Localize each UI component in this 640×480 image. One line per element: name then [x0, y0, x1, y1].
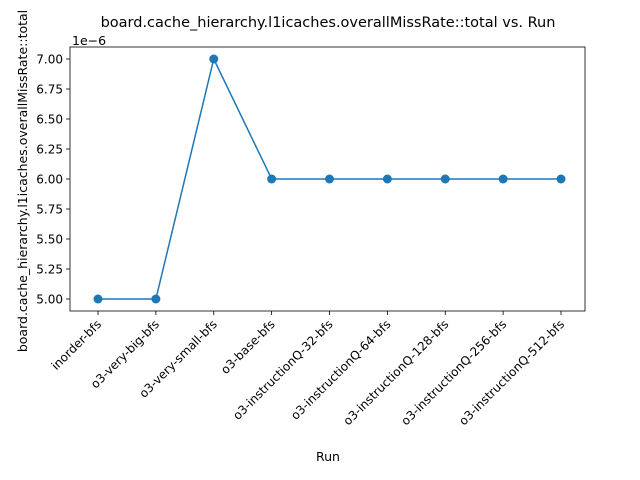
y-tick-label: 6.00 — [36, 173, 63, 187]
chart-title: board.cache_hierarchy.l1icaches.overallM… — [101, 15, 556, 31]
y-axis-label: board.cache_hierarchy.l1icaches.overallM… — [15, 10, 30, 352]
data-point — [382, 174, 392, 184]
x-axis-label: Run — [316, 449, 340, 464]
y-tick-label: 5.75 — [36, 203, 63, 217]
data-point — [325, 174, 334, 184]
y-tick-label: 6.50 — [36, 113, 63, 127]
data-point — [93, 294, 103, 304]
data-point — [209, 54, 219, 64]
y-tick-label: 6.25 — [36, 143, 63, 157]
data-point — [556, 174, 566, 184]
data-point — [267, 174, 277, 184]
data-point — [151, 294, 161, 304]
data-point — [440, 174, 450, 184]
y-tick-label: 5.25 — [36, 263, 63, 277]
y-tick-label: 5.00 — [36, 293, 63, 307]
data-point — [498, 174, 508, 184]
y-tick-label: 6.75 — [36, 83, 63, 97]
y-tick-label: 7.00 — [36, 53, 63, 67]
y-offset-label: 1e−6 — [72, 33, 106, 48]
y-tick-label: 5.50 — [36, 233, 63, 247]
